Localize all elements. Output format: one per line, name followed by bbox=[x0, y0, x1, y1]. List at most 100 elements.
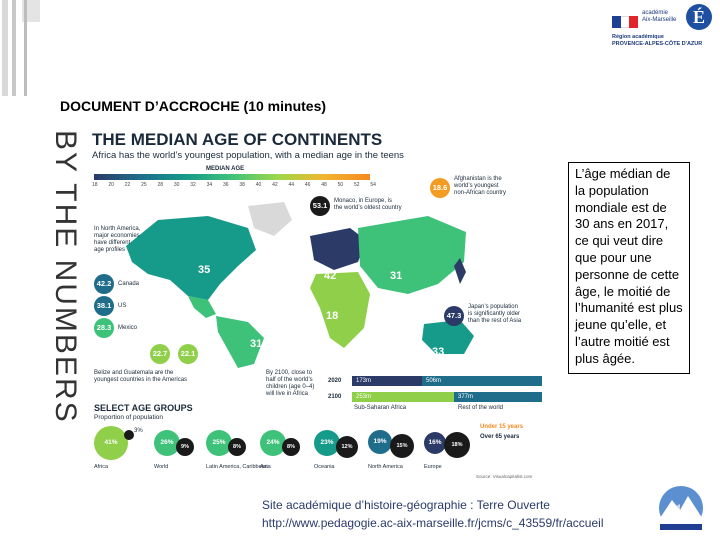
map-asia bbox=[358, 216, 466, 294]
age-group-name: Oceania bbox=[314, 464, 335, 470]
terre-ouverte-logo-icon bbox=[656, 486, 706, 530]
scale-tick: 54 bbox=[370, 182, 376, 188]
scale-ticks: 18 20 22 25 28 30 32 34 36 38 40 42 44 4… bbox=[92, 182, 376, 188]
age-group-north-america: 19% 15% North America bbox=[368, 426, 430, 476]
academy-logo: académie Aix-Marseille É Région académiq… bbox=[612, 4, 716, 56]
map-central-america bbox=[188, 296, 216, 318]
callout-afghanistan-text: Afghanistan is the world’s youngest non-Af… bbox=[454, 176, 507, 196]
scale-tick: 44 bbox=[288, 182, 295, 188]
select-age-groups-title: SELECT AGE GROUPS bbox=[94, 403, 193, 413]
population-bar-ssa-2100: 253m bbox=[352, 392, 454, 402]
scale-tick: 38 bbox=[239, 182, 245, 188]
callout-afghanistan: 18.6 bbox=[430, 178, 450, 198]
scale-tick: 46 bbox=[304, 182, 311, 188]
explanation-box: L’âge médian de la population mondiale e… bbox=[568, 162, 690, 374]
under-15-circle: 16% bbox=[424, 432, 446, 454]
over-65-circle: 12% bbox=[336, 436, 358, 458]
select-age-groups-subtitle: Proportion of population bbox=[94, 414, 164, 421]
infographic-subtitle: Africa has the world’s youngest populati… bbox=[92, 150, 404, 161]
decor-bar bbox=[2, 0, 8, 96]
age-group-name: Latin America, Caribbean bbox=[206, 464, 268, 470]
age-group-africa: 41% 3% Africa bbox=[94, 426, 156, 476]
scale-tick: 20 bbox=[108, 182, 114, 188]
population-year-2020: 2020 bbox=[328, 378, 342, 384]
age-group-name: Asia bbox=[260, 464, 271, 470]
scale-tick: 48 bbox=[321, 182, 327, 188]
footer: Site académique d’histoire-géographie : … bbox=[262, 496, 603, 532]
over-65-circle bbox=[124, 430, 134, 440]
under-15-circle: 24% bbox=[260, 430, 286, 456]
scale-tick: 22 bbox=[124, 182, 131, 188]
map-north-america bbox=[126, 216, 256, 300]
population-bar-rest-2020: 506m bbox=[422, 376, 542, 386]
callout-canada: 42.2 bbox=[94, 274, 114, 294]
scale-tick: 34 bbox=[206, 182, 213, 188]
median-age-scale bbox=[94, 174, 370, 180]
age-group-oceania: 23% 12% Oceania bbox=[314, 426, 376, 476]
infographic-title: THE MEDIAN AGE OF CONTINENTS bbox=[92, 130, 383, 149]
callout-belize: 22.7 bbox=[150, 344, 170, 364]
projection-note: By 2100, close to half of the world’s chil… bbox=[266, 370, 315, 397]
scale-tick: 52 bbox=[354, 182, 360, 188]
callout-canada-text: Canada bbox=[118, 281, 140, 287]
decor-bar bbox=[12, 0, 16, 96]
scale-tick: 18 bbox=[92, 182, 98, 188]
footer-site-name: Terre Ouverte bbox=[476, 498, 550, 512]
population-bar-rest-2100: 377m bbox=[454, 392, 542, 402]
callout-monaco-text: Monaco, in Europe, is the world’s oldest … bbox=[334, 198, 402, 211]
callout-us: 38.1 bbox=[94, 296, 114, 316]
map-africa bbox=[310, 272, 370, 348]
over-65-circle: 9% bbox=[176, 438, 194, 456]
scale-tick: 28 bbox=[157, 182, 164, 188]
callout-japan-text: Japan’s population is significantly older… bbox=[468, 304, 522, 324]
callout-japan: 47.3 bbox=[444, 306, 464, 326]
age-group-name: World bbox=[154, 464, 169, 470]
scale-tick: 40 bbox=[255, 182, 262, 188]
map-south-america bbox=[216, 316, 264, 368]
map-oceania bbox=[422, 320, 474, 354]
logo-letter: É bbox=[686, 4, 712, 30]
footer-url[interactable]: http://www.pedagogie.ac-aix-marseille.fr… bbox=[262, 516, 604, 530]
age-group-world: 26% 9% World bbox=[154, 426, 216, 476]
population-label-rest: Rest of the world bbox=[458, 405, 504, 411]
scale-tick: 42 bbox=[272, 182, 278, 188]
age-group-latin-america: 25% 8% Latin America, Caribbean bbox=[206, 426, 268, 476]
age-group-name: North America bbox=[368, 464, 403, 470]
belize-guatemala-note: Belize and Guatemala are the youngest cou… bbox=[94, 370, 188, 383]
vertical-title-text: BY THE NUMBERS bbox=[49, 130, 82, 424]
age-group-europe: 16% 18% Europe bbox=[424, 426, 486, 476]
vertical-title: BY THE NUMBERS bbox=[48, 130, 86, 480]
scale-tick: 36 bbox=[223, 182, 229, 188]
median-age-label: MEDIAN AGE bbox=[206, 166, 245, 172]
age-group-asia: 24% 8% Asia bbox=[260, 426, 322, 476]
map-value-oceania: 33 bbox=[432, 346, 445, 358]
over-65-circle: 8% bbox=[228, 438, 246, 456]
under-15-circle: 23% bbox=[314, 430, 340, 456]
callout-mexico: 28.3 bbox=[94, 318, 114, 338]
map-greenland bbox=[248, 202, 292, 236]
decor-bar bbox=[24, 0, 27, 96]
callout-mexico-text: Mexico bbox=[118, 325, 138, 331]
legend-over-65: Over 65 years bbox=[480, 434, 520, 440]
left-decoration bbox=[0, 0, 46, 540]
infographic: THE MEDIAN AGE OF CONTINENTS Africa has … bbox=[88, 128, 548, 480]
over-65-value: 3% bbox=[134, 428, 143, 434]
north-america-note: In North America, major economies have dif… bbox=[94, 226, 141, 253]
infographic-source: Source: Visualcapitalist.com bbox=[476, 474, 533, 479]
callout-guatemala: 22.1 bbox=[178, 344, 198, 364]
callout-us-text: US bbox=[118, 303, 127, 309]
under-15-circle: 25% bbox=[206, 430, 232, 456]
over-65-circle: 18% bbox=[444, 432, 470, 458]
logo-academy-name: académie Aix-Marseille bbox=[642, 10, 677, 23]
age-group-name: Europe bbox=[424, 464, 442, 470]
french-flag-icon bbox=[612, 16, 639, 28]
map-value-north-america: 35 bbox=[198, 264, 211, 276]
over-65-circle: 15% bbox=[390, 434, 414, 458]
map-europe bbox=[310, 228, 366, 270]
scale-tick: 50 bbox=[337, 182, 344, 188]
scale-tick: 30 bbox=[173, 182, 180, 188]
legend-under-15: Under 15 years bbox=[480, 424, 524, 430]
population-year-2100: 2100 bbox=[328, 394, 342, 400]
under-15-circle: 26% bbox=[154, 430, 180, 456]
footer-site-line: Site académique d’histoire-géographie : … bbox=[262, 496, 603, 514]
